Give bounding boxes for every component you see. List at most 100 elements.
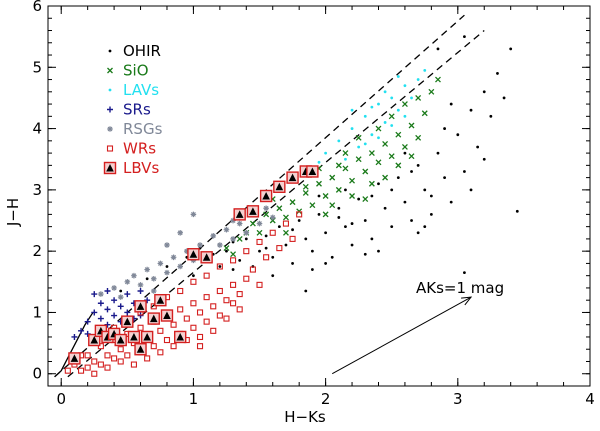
data-point bbox=[134, 300, 147, 313]
data-point bbox=[111, 285, 117, 291]
data-point bbox=[97, 361, 104, 368]
data-point bbox=[350, 243, 354, 247]
data-point bbox=[349, 177, 356, 184]
data-point bbox=[276, 205, 283, 212]
data-point bbox=[200, 251, 213, 264]
data-point bbox=[203, 294, 210, 301]
dashed-reference-line bbox=[67, 30, 485, 378]
data-point bbox=[264, 234, 268, 238]
data-point bbox=[223, 315, 230, 322]
data-point bbox=[157, 327, 164, 334]
data-point bbox=[256, 281, 263, 288]
data-point bbox=[196, 343, 204, 350]
data-point bbox=[107, 67, 113, 74]
data-point bbox=[145, 277, 149, 281]
data-point bbox=[355, 156, 362, 163]
data-point bbox=[111, 297, 118, 304]
data-point bbox=[401, 101, 408, 108]
data-point bbox=[396, 75, 400, 78]
data-point bbox=[368, 150, 375, 157]
data-point bbox=[317, 160, 321, 164]
data-point bbox=[210, 303, 217, 310]
data-point bbox=[463, 35, 466, 39]
data-point bbox=[230, 257, 237, 264]
arrow-line bbox=[331, 296, 472, 375]
data-point bbox=[203, 318, 210, 325]
data-point bbox=[342, 165, 349, 172]
y-tick-label: 5 bbox=[32, 58, 42, 76]
data-point bbox=[249, 220, 256, 227]
data-point bbox=[190, 300, 197, 307]
marker-triangle bbox=[235, 210, 244, 218]
data-point bbox=[164, 242, 170, 248]
data-point bbox=[244, 237, 248, 241]
marker-triangle bbox=[70, 354, 79, 362]
data-point bbox=[469, 108, 473, 112]
legend-label: SiO bbox=[123, 62, 149, 80]
data-point bbox=[210, 233, 217, 239]
data-point bbox=[104, 288, 111, 294]
data-point bbox=[187, 248, 200, 261]
data-point bbox=[163, 336, 171, 344]
data-point bbox=[77, 367, 85, 374]
data-point bbox=[370, 133, 374, 137]
data-point bbox=[489, 114, 493, 118]
y-tick-label: 1 bbox=[32, 303, 42, 321]
series-lavs bbox=[317, 68, 427, 164]
data-point bbox=[230, 300, 237, 307]
extinction-vector: AKs=1 mag bbox=[331, 279, 504, 375]
data-point bbox=[436, 151, 440, 155]
data-point bbox=[104, 306, 111, 313]
x-tick-label: 0 bbox=[56, 390, 66, 408]
data-point bbox=[170, 321, 177, 328]
series-ohir bbox=[119, 35, 519, 293]
data-point bbox=[317, 212, 321, 216]
data-point bbox=[160, 309, 174, 322]
data-point bbox=[210, 327, 217, 334]
data-point bbox=[377, 249, 380, 253]
data-point bbox=[263, 211, 270, 218]
data-point bbox=[97, 315, 104, 322]
data-point bbox=[415, 94, 422, 101]
data-point bbox=[91, 358, 98, 365]
data-point bbox=[284, 243, 288, 247]
data-point bbox=[362, 168, 369, 175]
data-point bbox=[382, 174, 389, 181]
data-point bbox=[456, 133, 460, 137]
data-point bbox=[276, 245, 283, 252]
data-point bbox=[236, 235, 243, 242]
data-point bbox=[296, 208, 303, 215]
data-point bbox=[177, 229, 183, 236]
data-point bbox=[330, 255, 334, 259]
data-point bbox=[231, 268, 235, 271]
data-point bbox=[258, 249, 261, 253]
data-point bbox=[408, 153, 415, 160]
marker-triangle bbox=[262, 192, 270, 200]
data-point bbox=[107, 126, 113, 132]
data-point bbox=[317, 194, 321, 198]
data-point bbox=[140, 330, 154, 344]
data-point bbox=[377, 136, 380, 140]
data-point bbox=[410, 96, 413, 100]
data-point bbox=[177, 306, 184, 313]
data-point bbox=[165, 265, 169, 268]
data-point bbox=[233, 208, 246, 221]
data-point bbox=[415, 134, 422, 141]
marker-triangle bbox=[176, 332, 184, 341]
data-point bbox=[111, 355, 118, 362]
arrow-head bbox=[461, 296, 473, 306]
data-point bbox=[124, 309, 131, 316]
data-point bbox=[302, 183, 309, 190]
data-point bbox=[322, 193, 329, 199]
data-point bbox=[64, 367, 71, 374]
data-point bbox=[236, 291, 243, 298]
marker-triangle bbox=[202, 253, 211, 261]
arrow-label: AKs=1 mag bbox=[416, 279, 504, 297]
data-point bbox=[84, 352, 91, 359]
data-point bbox=[217, 242, 223, 248]
data-point bbox=[324, 262, 328, 265]
data-point bbox=[482, 90, 486, 94]
data-point bbox=[355, 134, 362, 141]
